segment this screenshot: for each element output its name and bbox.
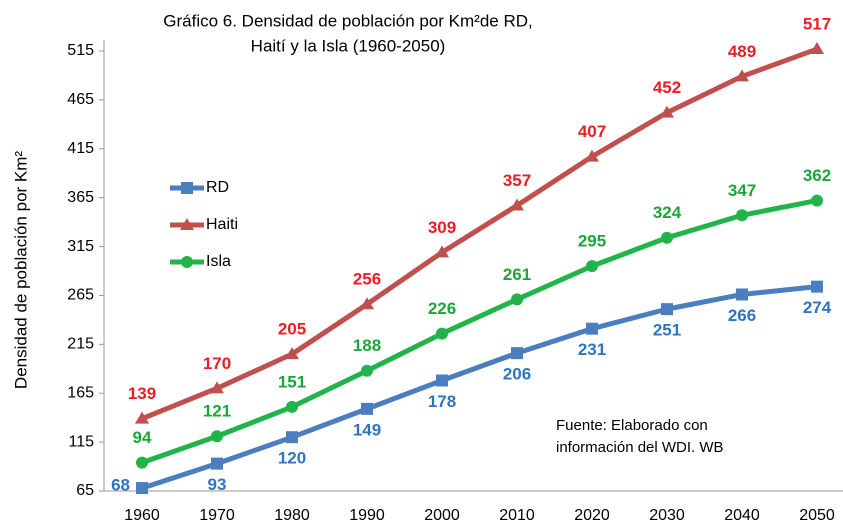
marker <box>361 402 373 415</box>
data-label: 206 <box>503 365 531 384</box>
data-label: 94 <box>133 428 152 447</box>
legend-marker <box>181 182 193 194</box>
chart-title: Gráfico 6. Densidad de población por Km²… <box>163 11 532 30</box>
y-tick-label: 215 <box>67 336 94 353</box>
marker <box>511 347 523 360</box>
y-tick-label: 415 <box>67 140 94 157</box>
marker <box>435 245 449 258</box>
data-label: 357 <box>503 171 531 190</box>
marker <box>361 364 373 377</box>
legend-label: Isla <box>206 253 231 270</box>
y-tick-label: 315 <box>67 238 94 255</box>
data-label: 309 <box>428 218 456 237</box>
data-label: 121 <box>203 402 231 421</box>
marker <box>136 482 148 495</box>
marker <box>735 69 749 82</box>
data-label: 231 <box>578 340 606 359</box>
data-label: 120 <box>278 449 306 468</box>
data-label: 266 <box>728 306 756 325</box>
data-label: 139 <box>128 384 156 403</box>
marker <box>511 293 523 306</box>
marker <box>661 303 673 316</box>
marker <box>661 231 673 244</box>
data-label: 407 <box>578 122 606 141</box>
data-label: 188 <box>353 336 381 355</box>
x-tick-label: 1960 <box>124 507 160 524</box>
legend-marker <box>180 218 194 230</box>
marker <box>436 374 448 387</box>
data-label: 274 <box>803 298 832 317</box>
annotation: Fuente: Elaborado con <box>556 417 708 434</box>
x-tick-label: 1970 <box>199 507 235 524</box>
marker <box>510 198 524 211</box>
data-label: 205 <box>278 320 306 339</box>
data-label: 261 <box>503 265 531 284</box>
data-label: 226 <box>428 299 456 318</box>
marker <box>585 149 599 162</box>
legend-marker <box>181 256 193 268</box>
data-label: 170 <box>203 354 231 373</box>
marker <box>586 260 598 273</box>
data-label: 151 <box>278 372 306 391</box>
y-tick-label: 365 <box>67 189 94 206</box>
marker <box>211 457 223 470</box>
marker <box>736 288 748 301</box>
data-label: 68 <box>111 476 130 495</box>
chart-title: Haití y la Isla (1960-2050) <box>251 36 446 55</box>
marker <box>811 194 823 207</box>
marker <box>360 297 374 310</box>
x-tick-label: 2040 <box>724 507 760 524</box>
marker <box>210 381 224 394</box>
data-label: 517 <box>803 15 831 34</box>
data-label: 362 <box>803 166 831 185</box>
marker <box>136 456 148 469</box>
marker <box>436 327 448 340</box>
x-tick-label: 2020 <box>574 507 610 524</box>
y-tick-label: 115 <box>68 433 94 450</box>
data-label: 149 <box>353 420 381 439</box>
marker <box>811 280 823 293</box>
data-label: 452 <box>653 78 681 97</box>
y-tick-label: 265 <box>67 287 94 304</box>
y-tick-label: 65 <box>76 482 94 499</box>
y-tick-label: 165 <box>67 384 94 401</box>
marker <box>736 209 748 222</box>
data-label: 178 <box>428 392 456 411</box>
marker <box>586 322 598 335</box>
y-tick-label: 465 <box>67 91 94 108</box>
legend-label: RD <box>206 179 229 196</box>
x-tick-label: 2000 <box>424 507 460 524</box>
y-tick-label: 515 <box>67 42 94 59</box>
marker <box>211 430 223 443</box>
data-label: 489 <box>728 42 756 61</box>
annotation: información del WDI. WB <box>556 439 724 456</box>
x-tick-label: 2050 <box>799 507 835 524</box>
x-tick-label: 1980 <box>274 507 310 524</box>
marker <box>285 347 299 360</box>
series-line <box>141 284 818 491</box>
x-tick-label: 2010 <box>499 507 535 524</box>
marker <box>286 400 298 413</box>
x-tick-label: 1990 <box>349 507 385 524</box>
marker <box>660 105 674 118</box>
x-tick-label: 2030 <box>649 507 685 524</box>
data-label: 256 <box>353 270 381 289</box>
data-label: 93 <box>208 475 227 494</box>
marker <box>286 431 298 444</box>
series-line <box>141 198 818 466</box>
data-label: 324 <box>653 203 682 222</box>
marker <box>810 42 824 55</box>
data-label: 347 <box>728 181 756 200</box>
series-line <box>141 46 818 421</box>
data-label: 251 <box>653 321 681 340</box>
legend-label: Haiti <box>206 216 238 233</box>
marker <box>135 411 149 424</box>
data-label: 295 <box>578 232 606 251</box>
y-axis-label: Densidad de población por Km² <box>11 151 30 389</box>
